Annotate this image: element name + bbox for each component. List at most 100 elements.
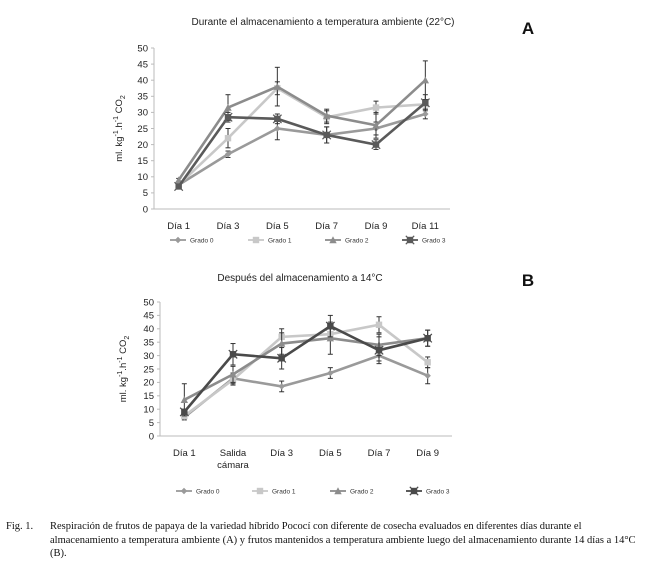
data-point bbox=[277, 339, 286, 347]
chart-a-series-grado-0 bbox=[175, 108, 429, 189]
data-point bbox=[326, 334, 335, 342]
chart-b-y-axis-label-part: .h bbox=[118, 363, 129, 371]
legend-marker bbox=[256, 487, 264, 495]
chart-a-x-tick-label: Día 11 bbox=[412, 221, 439, 232]
series-line bbox=[177, 112, 426, 186]
chart-b-y-axis-label-part: ml. kg bbox=[118, 377, 129, 402]
chart-a-y-axis-label-part: ml. kg bbox=[114, 136, 125, 161]
chart-a-y-axis-label: ml. kg-1.h-1 CO2 bbox=[113, 95, 127, 162]
legend-marker bbox=[334, 487, 342, 495]
chart-a-x-tick-label: Día 9 bbox=[365, 221, 388, 232]
chart-b: Después del almacenamiento a 14°C B 0 5 10 15… bbox=[117, 271, 534, 496]
chart-b-y-axis-label-part: CO bbox=[118, 340, 129, 357]
chart-a-y-tick-label: 30 bbox=[137, 108, 148, 119]
chart-a-y-axis-label-part: CO bbox=[114, 99, 125, 116]
chart-b-y-tick-label: 30 bbox=[143, 351, 154, 362]
chart-b-y-axis-label-part: 2 bbox=[124, 336, 131, 340]
data-point bbox=[371, 139, 381, 150]
legend-label: Grado 1 bbox=[268, 237, 292, 244]
chart-a-y-tick-label: 10 bbox=[137, 172, 148, 183]
chart-b-legend-entry: Grado 2 bbox=[330, 487, 374, 495]
data-point bbox=[322, 111, 331, 119]
data-point bbox=[374, 345, 384, 355]
chart-b-x-tick-label: Día 1 bbox=[173, 448, 196, 459]
chart-a: Durante el almacenamiento a temperatura … bbox=[113, 17, 534, 245]
chart-b-legend-entry: Grado 0 bbox=[176, 487, 220, 495]
chart-a-x-tick-label: Día 3 bbox=[217, 221, 240, 232]
chart-a-panel-letter: A bbox=[522, 19, 534, 38]
data-point bbox=[327, 369, 334, 377]
data-point bbox=[174, 181, 184, 192]
chart-b-y-tick-label: 15 bbox=[143, 391, 154, 402]
data-point bbox=[423, 333, 433, 343]
data-point bbox=[228, 349, 238, 359]
data-point bbox=[424, 359, 431, 366]
data-point bbox=[375, 321, 383, 328]
chart-b-x-tick-label: cámara bbox=[217, 460, 249, 471]
data-point bbox=[421, 76, 430, 84]
data-point bbox=[372, 104, 380, 111]
chart-a-y-tick-label: 15 bbox=[137, 156, 148, 167]
data-point bbox=[273, 82, 282, 90]
chart-b-y-axis-label-part: -1 bbox=[117, 356, 124, 362]
series-line bbox=[183, 324, 428, 413]
chart-b-y-tick-label: 45 bbox=[143, 311, 154, 322]
series-line bbox=[177, 101, 427, 188]
chart-a-y-tick-label: 40 bbox=[137, 76, 148, 87]
data-point bbox=[229, 370, 237, 378]
series-line bbox=[177, 79, 427, 181]
legend-label: Grado 3 bbox=[426, 488, 450, 495]
chart-a-y-tick-label: 5 bbox=[143, 188, 148, 199]
chart-a-legend-entry: Grado 3 bbox=[402, 235, 446, 245]
data-point bbox=[274, 125, 281, 132]
chart-a-y-tick-label: 45 bbox=[137, 59, 148, 70]
data-point-x2 bbox=[228, 349, 238, 359]
legend-marker bbox=[180, 487, 188, 495]
chart-a-series-grado-2 bbox=[174, 60, 430, 184]
chart-b-legend-entry: Grado 1 bbox=[252, 487, 296, 495]
chart-b-y-tick-label: 35 bbox=[143, 338, 154, 349]
data-point-x2 bbox=[325, 321, 335, 331]
data-point bbox=[224, 134, 232, 142]
data-point-x2 bbox=[174, 181, 184, 192]
data-point bbox=[224, 103, 232, 111]
data-point bbox=[174, 176, 183, 184]
chart-b-x-tick-label: Salida bbox=[220, 448, 247, 459]
series-line bbox=[183, 354, 429, 419]
chart-b-x-tick-label: Día 5 bbox=[319, 448, 342, 459]
chart-b-y-tick-label: 25 bbox=[143, 364, 154, 375]
data-point bbox=[424, 372, 431, 379]
chart-b-y-tick-label: 5 bbox=[149, 418, 154, 429]
chart-b-y-tick-label: 40 bbox=[143, 324, 154, 335]
legend-marker bbox=[252, 236, 260, 244]
legend-marker bbox=[329, 236, 337, 244]
chart-b-y-axis-label-part: -1 bbox=[117, 371, 124, 377]
chart-b-y-tick-label: 0 bbox=[149, 431, 154, 442]
data-point-x2 bbox=[322, 130, 332, 140]
chart-b-y-tick-label: 50 bbox=[143, 297, 154, 308]
chart-b-series-grado-1 bbox=[181, 316, 431, 420]
chart-b-x-tick-label: Día 9 bbox=[416, 448, 439, 459]
chart-b-series-grado-0 bbox=[181, 349, 431, 421]
data-point bbox=[420, 98, 430, 108]
legend-marker bbox=[174, 236, 182, 244]
chart-a-series-grado-3 bbox=[174, 94, 430, 192]
chart-a-y-axis-label-part: -1 bbox=[113, 116, 120, 122]
data-point bbox=[272, 114, 282, 124]
chart-a-title: Durante el almacenamiento a temperatura … bbox=[191, 17, 454, 28]
legend-marker bbox=[409, 486, 419, 496]
chart-a-y-axis-label-part: -1 bbox=[113, 130, 120, 136]
chart-a-y-axis-label-part: 2 bbox=[120, 95, 127, 99]
data-point-x2 bbox=[272, 114, 282, 124]
chart-a-y-tick-label: 0 bbox=[143, 204, 148, 215]
chart-a-x-tick-label: Día 5 bbox=[266, 221, 289, 232]
data-point bbox=[223, 112, 233, 122]
legend-label: Grado 0 bbox=[196, 488, 220, 495]
chart-b-x-tick-label: Día 3 bbox=[270, 448, 293, 459]
chart-a-series-grado-1 bbox=[175, 81, 429, 189]
data-point bbox=[180, 396, 189, 404]
legend-marker-x2 bbox=[405, 235, 415, 245]
legend-label: Grado 0 bbox=[190, 237, 214, 244]
data-point bbox=[325, 321, 335, 331]
chart-b-y-tick-label: 20 bbox=[143, 378, 154, 389]
